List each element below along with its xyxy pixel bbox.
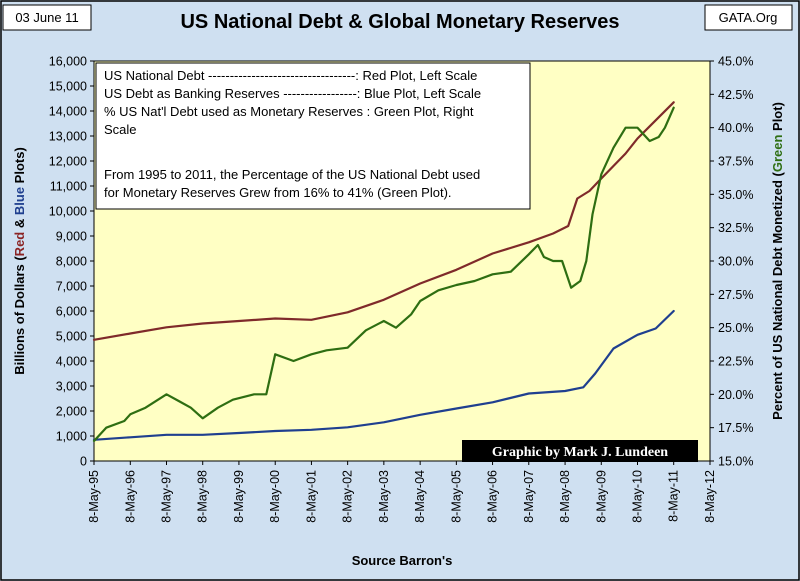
source-tag-box — [704, 4, 793, 31]
left-tick-label: 10,000 — [49, 205, 87, 219]
axis-title-part: Plot) — [770, 102, 785, 135]
left-tick-label: 0 — [80, 455, 87, 469]
right-tick-label: 32.5% — [718, 221, 753, 235]
right-tick-label: 30.0% — [718, 255, 753, 269]
legend-line-green: % US Nat'l Debt used as Monetary Reserve… — [104, 104, 474, 119]
credit-label: Graphic by Mark J. Lundeen — [492, 445, 668, 460]
left-tick-label: 12,000 — [49, 155, 87, 169]
legend-line-green-cont: Scale — [104, 122, 137, 137]
left-axis-title: Billions of Dollars (Red & Blue Plots) — [12, 147, 27, 375]
x-tick-label: 8-May-96 — [123, 470, 137, 523]
right-tick-label: 25.0% — [718, 321, 753, 335]
x-tick-label: 8-May-07 — [522, 470, 536, 523]
x-axis: 8-May-95 8-May-96 8-May-97 8-May-98 8-May-99… — [87, 461, 717, 523]
left-tick-label: 14,000 — [49, 105, 87, 119]
x-tick-label: 8-May-98 — [196, 470, 210, 523]
left-tick-label: 11,000 — [50, 180, 87, 194]
x-tick-label: 8-May-00 — [268, 470, 282, 523]
legend-line-blue: US Debt as Banking Reserves ------------… — [104, 86, 481, 101]
x-tick-label: 8-May-99 — [232, 470, 246, 523]
axis-title-part: Blue — [12, 187, 27, 215]
right-tick-label: 42.5% — [718, 88, 753, 102]
credit-box — [462, 440, 698, 462]
date-box — [2, 4, 92, 31]
right-tick-label: 45.0% — [718, 55, 753, 69]
axis-title-part: & — [12, 215, 27, 232]
right-tick-label: 17.5% — [718, 421, 753, 435]
right-tick-label: 40.0% — [718, 121, 753, 135]
x-tick-label: 8-May-11 — [667, 470, 681, 522]
axis-title-part: Green — [770, 135, 785, 173]
chart-title: US National Debt & Global Monetary Reser… — [180, 11, 619, 33]
x-tick-label: 8-May-97 — [160, 470, 174, 523]
series-layer — [92, 101, 675, 443]
x-tick-label: 8-May-12 — [703, 470, 717, 523]
x-tick-label: 8-May-09 — [594, 470, 608, 523]
legend-line-red: US National Debt -----------------------… — [104, 68, 477, 83]
axis-title-part: Percent of US National Debt Monetized ( — [770, 172, 785, 420]
axis-title-part: Billions of Dollars ( — [12, 256, 27, 375]
series-line-blue — [92, 309, 675, 441]
date-label: 03 June 11 — [15, 10, 78, 25]
axis-title-part: Red — [12, 232, 27, 257]
right-axis: 15.0% 17.5% 20.0% 22.5% 25.0% 27.5% 30.0% 32.5%… — [710, 55, 753, 469]
right-tick-label: 15.0% — [718, 455, 753, 469]
x-tick-label: 8-May-01 — [304, 470, 318, 523]
note-line-1: From 1995 to 2011, the Percentage of the… — [104, 167, 480, 182]
series-line-red — [92, 101, 675, 341]
left-tick-label: 13,000 — [49, 130, 87, 144]
left-tick-label: 9,000 — [56, 230, 87, 244]
x-tick-label: 8-May-04 — [413, 470, 427, 523]
source-tag-label: GATA.Org — [719, 10, 778, 25]
left-tick-label: 8,000 — [56, 255, 87, 269]
legend-box — [95, 62, 531, 210]
right-tick-label: 27.5% — [718, 288, 753, 302]
right-tick-label: 35.0% — [718, 188, 753, 202]
series-line-green — [92, 106, 675, 443]
left-axis: 0 1,000 2,000 3,000 4,000 5,000 6,000 7,000 8,00… — [49, 55, 94, 469]
x-tick-label: 8-May-06 — [486, 470, 500, 523]
right-tick-label: 37.5% — [718, 155, 753, 169]
left-tick-label: 16,000 — [49, 55, 87, 69]
left-tick-label: 7,000 — [56, 280, 87, 294]
x-tick-label: 8-May-95 — [87, 470, 101, 523]
left-tick-label: 4,000 — [56, 355, 87, 369]
left-tick-label: 5,000 — [56, 330, 87, 344]
note-line-2: for Monetary Reserves Grew from 16% to 4… — [104, 185, 452, 200]
x-tick-label: 8-May-03 — [377, 470, 391, 523]
axis-title-part: Plots) — [12, 147, 27, 187]
left-tick-label: 3,000 — [56, 380, 87, 394]
left-tick-label: 6,000 — [56, 305, 87, 319]
right-tick-label: 20.0% — [718, 388, 753, 402]
x-axis-title: Source Barron's — [352, 553, 453, 568]
x-tick-label: 8-May-05 — [449, 470, 463, 523]
right-tick-label: 22.5% — [718, 355, 753, 369]
left-tick-label: 2,000 — [56, 405, 87, 419]
x-tick-label: 8-May-02 — [341, 470, 355, 523]
right-axis-title: Percent of US National Debt Monetized (G… — [770, 102, 785, 420]
x-tick-label: 8-May-10 — [630, 470, 644, 523]
x-tick-label: 8-May-08 — [558, 470, 572, 523]
left-tick-label: 15,000 — [49, 80, 87, 94]
left-tick-label: 1,000 — [56, 430, 87, 444]
